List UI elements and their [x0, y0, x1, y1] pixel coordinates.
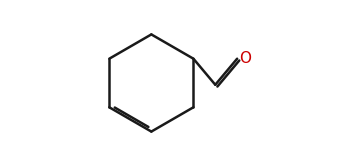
- Text: O: O: [239, 51, 251, 66]
